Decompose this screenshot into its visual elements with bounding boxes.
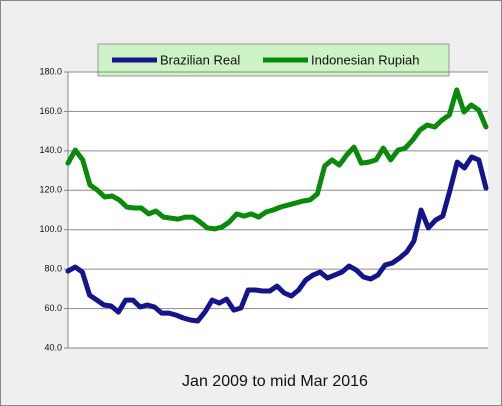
legend-label: Brazilian Real [160, 52, 240, 67]
legend: Brazilian Real Indonesian Rupiah [97, 43, 450, 77]
x-axis-label: Jan 2009 to mid Mar 2016 [182, 373, 368, 390]
y-tick-label: 160.0 [39, 106, 62, 116]
y-tick-label: 120.0 [39, 185, 62, 195]
y-tick-label: 40.0 [44, 342, 62, 352]
y-tick-label: 80.0 [44, 264, 62, 274]
legend-label: Indonesian Rupiah [311, 52, 419, 67]
line-series [65, 154, 489, 324]
y-tick-label: 60.0 [44, 303, 62, 313]
y-tick-label: 100.0 [39, 224, 62, 234]
y-tick-label: 140.0 [39, 145, 62, 155]
y-tick-label: 180.0 [39, 66, 62, 76]
line-series [65, 87, 489, 232]
